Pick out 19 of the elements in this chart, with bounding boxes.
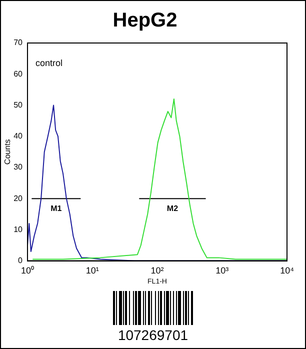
annotation: control — [36, 58, 63, 68]
y-tick-label: 50 — [14, 100, 24, 110]
text: 107269701 — [116, 327, 190, 343]
y-tick-label: 70 — [14, 38, 24, 48]
series-label: M1 — [50, 204, 62, 213]
y-tick-label: 60 — [14, 69, 24, 78]
y-tick-label: 10 — [14, 224, 24, 234]
x-tick-label: 10¹ — [86, 266, 99, 276]
x-tick-label: 10⁴ — [280, 266, 294, 276]
y-tick-label: 40 — [14, 132, 24, 141]
x-tick-label: 10³ — [216, 266, 229, 276]
series-label: M2 — [166, 204, 179, 213]
y-axis-title: Counts — [3, 139, 12, 165]
y-tick-label: 20 — [14, 194, 24, 203]
x-tick-label: 10² — [150, 266, 164, 276]
chart-title: HepG2 — [112, 10, 178, 32]
x-tick-label: 10⁰ — [20, 266, 34, 276]
y-tick-label: 30 — [14, 162, 24, 172]
y-tick-label: 0 — [18, 256, 24, 266]
